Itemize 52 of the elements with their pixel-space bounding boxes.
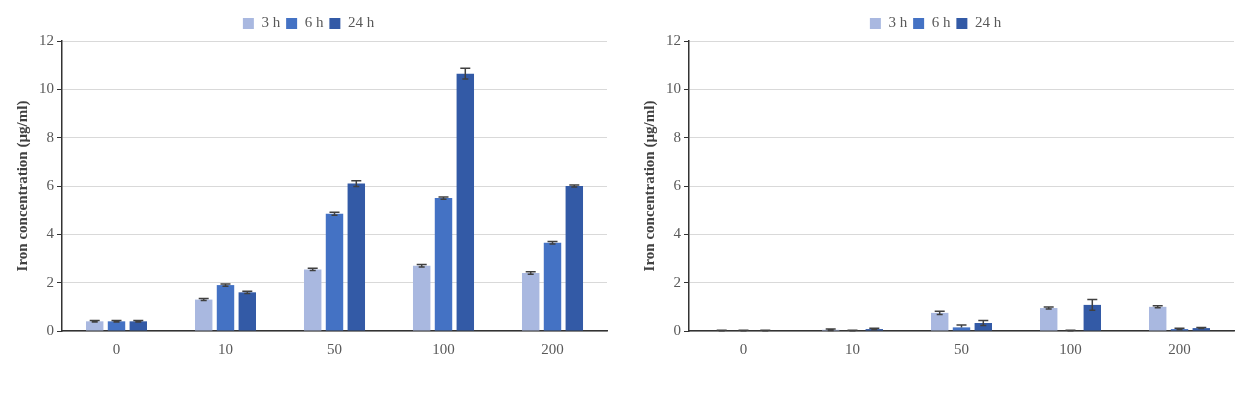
y-tick-label: 4 (46, 225, 55, 242)
legend-label: 6 h (931, 14, 951, 31)
bar (347, 183, 366, 331)
y-tick-label: 8 (673, 128, 681, 145)
y-tick-label: 8 (46, 128, 54, 145)
bar (303, 269, 322, 331)
bar (107, 321, 126, 331)
bar (238, 292, 257, 331)
legend-label: 24 h (974, 14, 1002, 31)
x-tick-label: 100 (432, 340, 455, 357)
y-tick-label: 6 (673, 176, 682, 193)
legend-label: 24 h (347, 14, 375, 31)
x-tick-label: 10 (218, 340, 233, 357)
x-tick-label: 50 (954, 340, 969, 357)
y-axis-title: Iron concentration (µg/ml) (640, 100, 658, 272)
x-tick-label: 0 (112, 340, 121, 357)
y-tick-label: 2 (673, 273, 681, 290)
bar (1083, 304, 1102, 331)
bar (216, 285, 235, 331)
y-tick-label: 6 (46, 176, 55, 193)
bar (456, 73, 475, 331)
bar (1039, 308, 1058, 331)
legend-label: 6 h (304, 14, 324, 31)
x-tick-label: 0 (739, 340, 748, 357)
y-tick-label: 12 (39, 31, 54, 48)
bar (434, 198, 453, 331)
bar (521, 273, 540, 331)
bar (129, 321, 148, 331)
x-tick-label: 100 (1059, 340, 1082, 357)
bar (85, 321, 104, 331)
bar (565, 186, 584, 331)
y-tick-label: 0 (673, 321, 681, 338)
legend-label: 3 h (888, 14, 908, 31)
y-tick-label: 4 (673, 225, 682, 242)
y-axis-title: Iron concentration (µg/ml) (13, 100, 31, 272)
y-tick-label: 0 (46, 321, 54, 338)
y-tick-label: 10 (39, 80, 54, 97)
x-tick-label: 10 (845, 340, 860, 357)
y-tick-label: 10 (666, 80, 681, 97)
x-tick-label: 200 (1168, 340, 1191, 357)
bar (543, 242, 562, 331)
y-tick-label: 12 (666, 31, 681, 48)
bar (974, 323, 993, 331)
bar (1148, 306, 1167, 331)
y-tick-label: 2 (46, 273, 54, 290)
bar (412, 265, 431, 331)
bar (194, 299, 213, 331)
x-tick-label: 50 (327, 340, 342, 357)
bar (325, 213, 344, 331)
x-tick-label: 200 (541, 340, 564, 357)
bar (930, 312, 949, 331)
legend-label: 3 h (261, 14, 281, 31)
